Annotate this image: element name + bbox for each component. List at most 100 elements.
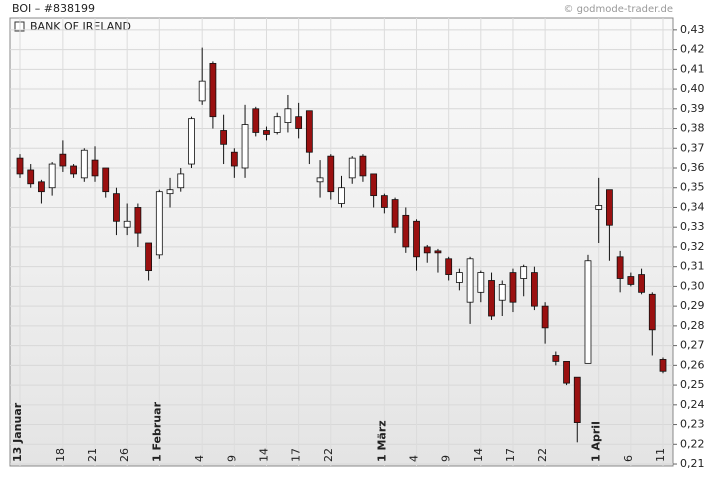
candle-body	[59, 153, 67, 167]
candle-body	[638, 274, 645, 293]
candle-body	[455, 272, 463, 283]
candle-body	[402, 214, 410, 248]
y-tick-label: 0,39	[680, 102, 705, 115]
x-tick-label: 6	[622, 455, 635, 462]
candle-body	[284, 108, 292, 123]
candle-body	[316, 177, 324, 183]
y-tick-label: 0,36	[680, 161, 705, 174]
y-tick-label: 0,34	[680, 200, 705, 213]
candle-body	[434, 250, 442, 254]
candle-body	[477, 272, 485, 293]
candle-body	[659, 359, 667, 372]
x-tick-label: 9	[440, 455, 453, 462]
y-tick-label: 0,38	[680, 122, 705, 135]
x-tick-label: 4	[408, 455, 421, 462]
candle-body	[380, 195, 388, 208]
y-tick-label: 0,30	[680, 279, 705, 292]
legend-label: BANK OF IRELAND	[30, 20, 131, 33]
candle-body	[38, 181, 45, 193]
x-tick-label: 14	[472, 448, 485, 462]
candle-body	[520, 266, 528, 279]
candle-body	[552, 355, 560, 362]
candle-body	[498, 284, 506, 301]
y-tick-label: 0,37	[680, 141, 705, 154]
candle-body	[241, 124, 249, 169]
candle-body	[134, 207, 142, 234]
candle-body	[230, 151, 238, 167]
y-tick-label: 0,24	[680, 398, 705, 411]
candle-body	[273, 116, 281, 133]
candle-body	[145, 242, 153, 272]
y-tick-label: 0,28	[680, 319, 705, 332]
x-tick-label: 18	[54, 448, 67, 462]
y-tick-label: 0,29	[680, 299, 705, 312]
x-tick-label: 22	[536, 448, 549, 462]
candle-body	[563, 361, 570, 384]
chart-title: BOI – #838199	[12, 2, 95, 15]
y-tick-label: 0,31	[680, 260, 705, 273]
y-tick-label: 0,33	[680, 220, 705, 233]
candle-body	[220, 130, 228, 145]
candle-body	[91, 159, 99, 177]
y-tick-label: 0,41	[680, 62, 705, 75]
candle-body	[123, 220, 131, 228]
x-tick-label: 21	[86, 448, 99, 462]
candle-body	[80, 149, 88, 179]
candle-body	[445, 258, 453, 275]
candle-body	[573, 376, 581, 423]
y-tick-label: 0,35	[680, 181, 705, 194]
x-tick-label: 1 April	[590, 421, 603, 462]
x-tick-label: 1 März	[375, 420, 388, 462]
x-tick-label: 26	[118, 448, 131, 462]
candle-body	[327, 155, 335, 193]
candle-body	[370, 173, 378, 197]
candle-body	[423, 246, 431, 254]
candle-body	[27, 169, 35, 185]
y-tick-label: 0,26	[680, 358, 705, 371]
plot-area	[9, 17, 674, 467]
x-tick-label: 17	[504, 448, 517, 462]
y-tick-label: 0,32	[680, 240, 705, 253]
source: © godmode-trader.de	[564, 4, 674, 15]
x-tick-label: 14	[257, 448, 270, 462]
candle-body	[606, 189, 613, 226]
candle-body	[648, 293, 656, 331]
candle-body	[509, 272, 517, 303]
x-tick-label: 13 Januar	[11, 402, 24, 462]
candle-body	[263, 130, 270, 135]
candle-body	[595, 205, 603, 210]
candle-body	[338, 187, 345, 204]
candle-body	[252, 108, 260, 133]
candle-body	[348, 157, 356, 179]
candle-body	[466, 258, 474, 303]
y-tick-label: 0,25	[680, 378, 705, 391]
x-tick-label: 1 Februar	[150, 401, 163, 462]
y-tick-label: 0,40	[680, 82, 705, 95]
x-tick-label: 17	[290, 448, 303, 462]
candle-body	[627, 276, 635, 285]
candle-body	[113, 193, 120, 222]
candle-body	[413, 220, 420, 258]
candle-body	[70, 165, 77, 175]
y-tick-label: 0,23	[680, 418, 705, 431]
candle-body	[531, 272, 538, 307]
candle-body	[391, 199, 399, 228]
y-tick-label: 0,42	[680, 43, 705, 56]
candle-body	[177, 173, 185, 189]
candle-body	[155, 191, 163, 256]
y-tick-label: 0,21	[680, 457, 705, 470]
candle-body	[48, 163, 56, 189]
candle-body	[305, 110, 313, 153]
x-tick-label: 22	[322, 448, 335, 462]
y-tick-label: 0,27	[680, 339, 705, 352]
candle-body	[359, 155, 367, 177]
x-tick-label: 9	[225, 455, 238, 462]
y-tick-label: 0,22	[680, 437, 705, 450]
x-tick-label: 4	[193, 455, 206, 462]
candle-body	[16, 157, 24, 175]
candle-body	[166, 189, 174, 195]
x-tick-label: 11	[654, 448, 667, 462]
candle-body	[295, 116, 303, 129]
candle-body	[209, 62, 217, 118]
